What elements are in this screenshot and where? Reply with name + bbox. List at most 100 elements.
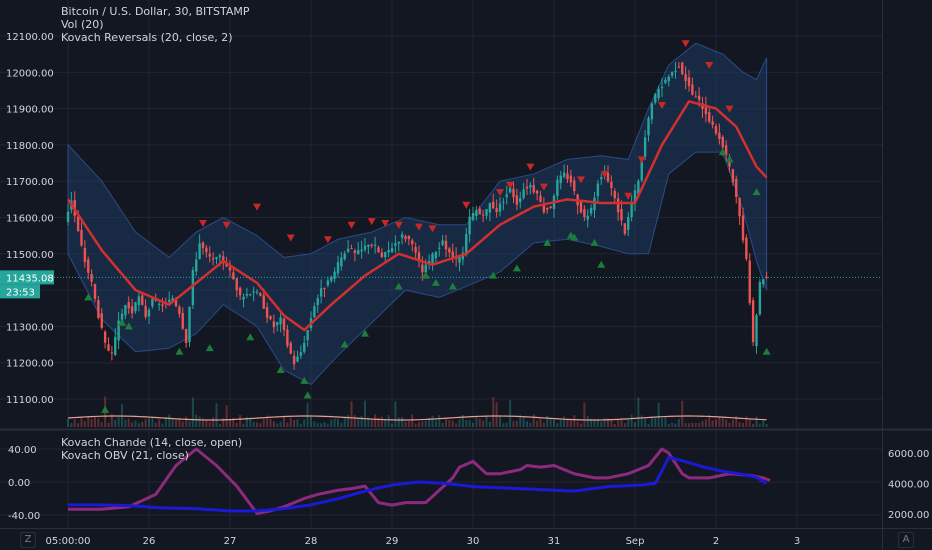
candle-body — [137, 296, 141, 305]
candle-body — [414, 246, 417, 253]
volume-bar — [647, 423, 650, 427]
candle-body — [144, 305, 147, 317]
volume-bar — [428, 418, 431, 427]
candle-body — [562, 172, 566, 177]
candle-body — [667, 76, 670, 82]
volume-bar — [478, 418, 481, 427]
candle-body — [606, 172, 610, 182]
candle-body — [748, 260, 751, 304]
candle-body — [579, 201, 583, 213]
auto-scale-button[interactable]: A — [898, 532, 914, 548]
candle-body — [643, 137, 647, 157]
current-price-tag — [0, 270, 54, 285]
volume-bar — [151, 416, 154, 427]
chande-line — [68, 447, 771, 515]
legend-obv[interactable]: Kovach OBV (21, close) — [61, 449, 189, 462]
candle-body — [441, 240, 444, 245]
candle-body — [235, 278, 238, 291]
candle-body — [93, 283, 97, 299]
volume-bar — [73, 419, 76, 427]
candle-body — [627, 217, 630, 230]
volume-bar — [617, 419, 620, 427]
volume-bar — [482, 420, 485, 427]
candle-body — [380, 252, 384, 257]
buy-marker — [124, 322, 133, 330]
candle-body — [276, 322, 279, 326]
volume-bar — [191, 397, 194, 427]
sell-marker — [577, 176, 585, 184]
candle-body — [724, 145, 728, 156]
sell-marker — [637, 156, 646, 164]
candle-body — [633, 190, 637, 204]
volume-bar — [87, 417, 90, 427]
candle-body — [505, 194, 508, 198]
timezone-button[interactable]: Z — [20, 532, 36, 548]
volume-bar — [515, 420, 518, 427]
volume-bar — [748, 420, 751, 427]
sell-marker — [415, 223, 423, 231]
volume-bar — [107, 422, 110, 427]
legend-kovach-reversals[interactable]: Kovach Reversals (20, close, 2) — [61, 31, 233, 44]
candle-body — [205, 247, 208, 253]
legend-vol[interactable]: Vol (20) — [61, 18, 104, 31]
volume-bar — [239, 415, 242, 427]
candle-body — [434, 251, 438, 259]
volume-bar — [333, 418, 336, 427]
osc-legend: Kovach Chande (14, close, open) Kovach O… — [61, 436, 242, 462]
volume-bar — [391, 423, 393, 427]
candle-body — [198, 243, 201, 260]
buy-marker — [590, 238, 599, 246]
volume-bar — [596, 419, 599, 427]
volume-bar — [715, 419, 717, 427]
volume-bar — [360, 416, 363, 427]
candle-body — [711, 121, 714, 125]
obv-tick-label: 6000.00 — [888, 449, 929, 460]
sell-marker — [462, 201, 471, 209]
volume-bar — [137, 423, 140, 427]
candle-body — [704, 104, 708, 114]
candle-body — [525, 186, 529, 189]
candle-body — [134, 302, 137, 312]
legend-chande[interactable]: Kovach Chande (14, close, open) — [61, 436, 243, 449]
candle-body — [80, 229, 83, 246]
volume-bar — [202, 418, 204, 427]
candle-body — [319, 288, 323, 297]
volume-bar — [681, 400, 684, 427]
volume-bar — [293, 419, 296, 427]
volume-bar — [127, 418, 130, 427]
candle-body — [346, 248, 350, 252]
candle-body — [687, 77, 691, 86]
candle-body — [512, 188, 515, 198]
buy-marker — [205, 344, 214, 352]
volume-bar — [472, 422, 474, 427]
candle-body — [110, 352, 114, 354]
candle-body — [583, 209, 586, 218]
candle-body — [677, 66, 681, 68]
candle-body — [535, 190, 539, 194]
candle-body — [424, 264, 427, 273]
volume-bar — [343, 417, 346, 427]
candle-body — [495, 207, 498, 213]
volume-bar — [684, 423, 687, 427]
candle-body — [488, 202, 492, 213]
volume-bar — [529, 422, 532, 427]
candle-body — [657, 88, 660, 98]
candle-body — [161, 304, 164, 306]
volume-bar — [758, 423, 761, 427]
buy-marker — [489, 271, 498, 279]
price-tick-label: 11700.00 — [6, 177, 54, 188]
volume-bar — [542, 422, 545, 427]
volume-bar — [593, 419, 596, 427]
legend-main-title[interactable]: Bitcoin / U.S. Dollar, 30, BITSTAMP — [61, 5, 250, 18]
chande-tick-label: -40.00 — [8, 511, 40, 522]
volume-bar — [637, 397, 640, 427]
volume-bar — [100, 422, 103, 427]
candle-body — [184, 328, 188, 343]
volume-bar — [488, 421, 491, 427]
candle-body — [279, 317, 282, 325]
sell-marker — [428, 225, 437, 233]
oscillator-pane — [68, 447, 771, 515]
volume-bar — [276, 423, 279, 427]
candle-body — [397, 241, 400, 244]
